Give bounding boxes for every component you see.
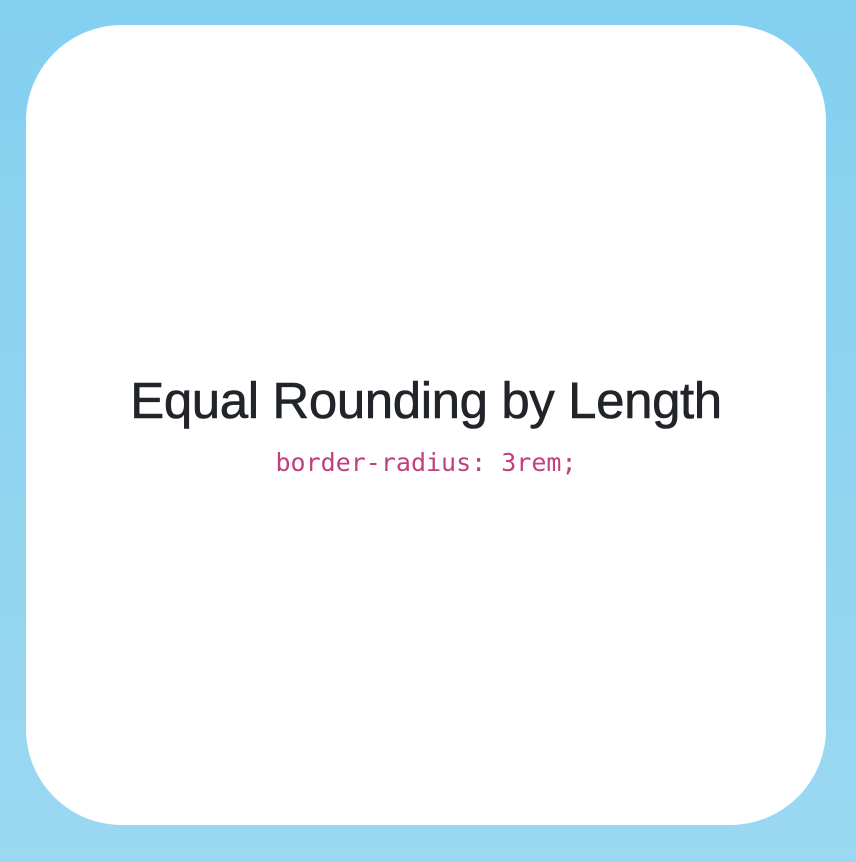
- css-code-snippet: border-radius: 3rem;: [275, 448, 577, 477]
- rounded-card: Equal Rounding by Length border-radius: …: [26, 25, 826, 825]
- card-title: Equal Rounding by Length: [130, 372, 723, 430]
